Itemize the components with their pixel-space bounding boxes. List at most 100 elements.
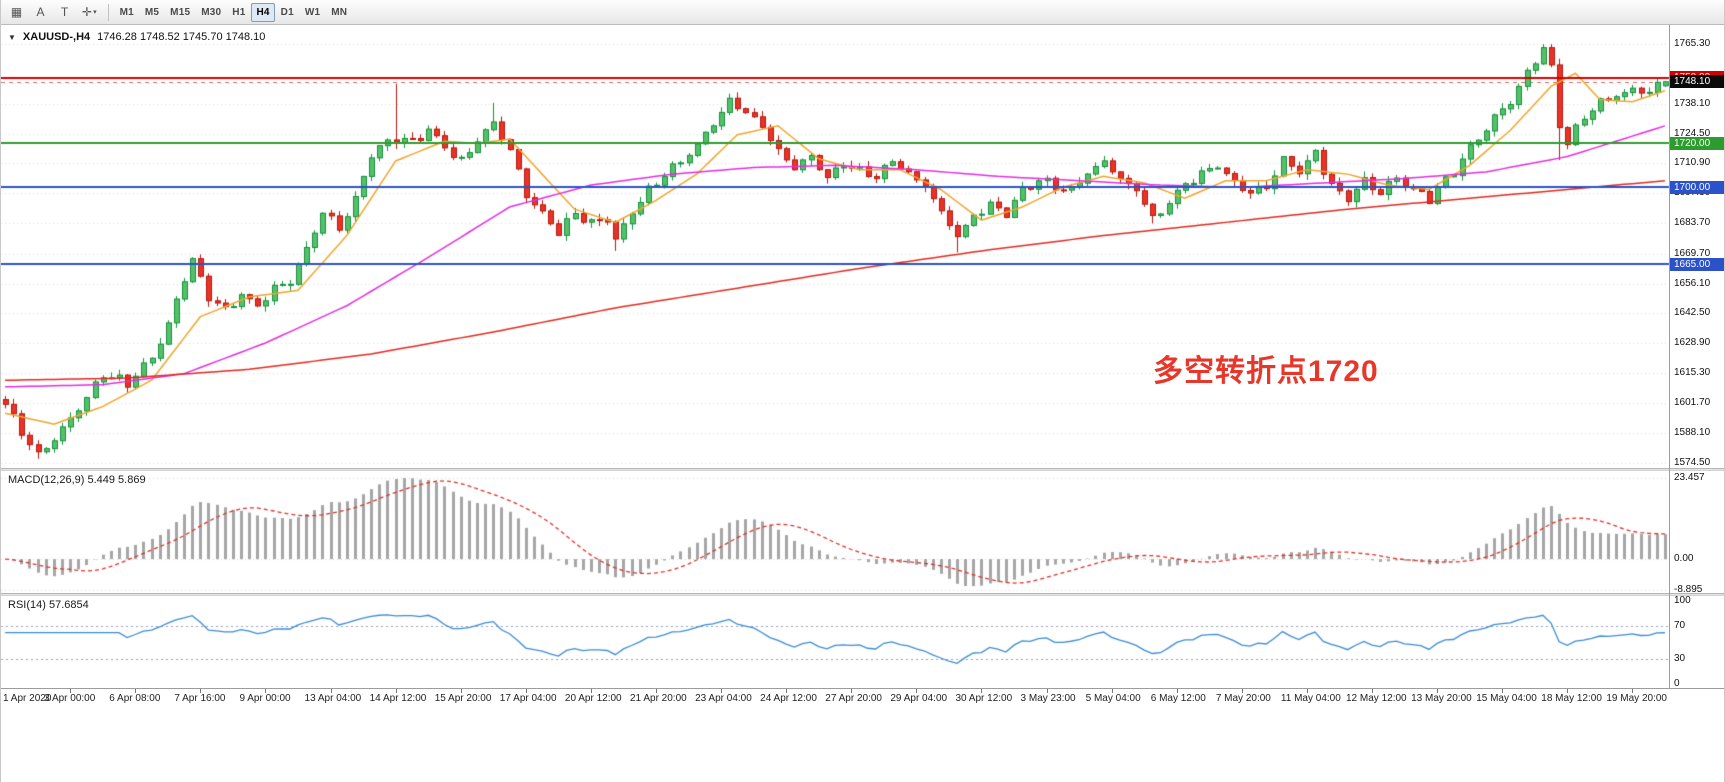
x-axis-label: 9 Apr 00:00 [239, 693, 291, 704]
x-axis-label: 15 May 04:00 [1476, 693, 1537, 704]
rsi-axis-label: 30 [1674, 653, 1686, 665]
x-axis-label: 18 May 12:00 [1541, 693, 1602, 704]
rsi-axis-label: 0 [1674, 678, 1680, 689]
x-axis-tick [591, 689, 592, 693]
x-axis-tick [135, 689, 136, 693]
x-axis-tick [200, 689, 201, 693]
current-price-tag: 1748.10 [1670, 75, 1724, 89]
x-axis-tick [786, 689, 787, 693]
x-axis-tick [1437, 689, 1438, 693]
macd-axis-label: 23.457 [1674, 472, 1705, 484]
x-axis-tick [916, 689, 917, 693]
timeframe-button-M15[interactable]: M15 [170, 6, 191, 18]
text-label-icon-button[interactable]: T [53, 3, 76, 22]
x-axis-label: 20 Apr 12:00 [564, 693, 622, 704]
x-axis-tick [70, 689, 71, 693]
panel-separator[interactable] [1, 593, 1724, 596]
x-axis-label: 3 May 23:00 [1020, 693, 1076, 704]
macd-axis-label: 0.00 [1674, 553, 1694, 565]
x-axis-tick [1372, 689, 1373, 693]
x-axis-label: 13 Apr 04:00 [304, 693, 362, 704]
x-axis-tick [1242, 689, 1243, 693]
price-axis-border [1669, 25, 1670, 688]
x-axis-label: 7 May 20:00 [1215, 693, 1271, 704]
price-axis-label: 1669.70 [1674, 247, 1711, 259]
x-axis-label: 6 Apr 08:00 [109, 693, 161, 704]
x-axis-label: 3 Apr 00:00 [44, 693, 96, 704]
toolbar-separator [107, 3, 109, 21]
chart-grid-icon-button[interactable]: ▦ [5, 3, 28, 22]
hline-price-tag: 1700.00 [1670, 180, 1724, 194]
symbol-timeframe-label: XAUUSD-,H4 [22, 31, 91, 43]
price-axis-label: 1656.10 [1674, 277, 1711, 289]
price-axis-label: 1601.70 [1674, 396, 1711, 408]
x-axis-label: 17 Apr 04:00 [499, 693, 557, 704]
price-axis-label: 1738.10 [1674, 97, 1711, 109]
toolbar-icon-group: ▦ A T ✛ ▾ [5, 3, 102, 22]
crosshair-icon-button[interactable]: ✛ ▾ [77, 3, 102, 22]
x-axis-label: 12 May 12:00 [1346, 693, 1407, 704]
timeframe-button-H1[interactable]: H1 [232, 6, 246, 18]
x-axis-tick [1112, 689, 1113, 693]
price-axis-label: 1710.90 [1674, 157, 1711, 169]
x-axis-label: 7 Apr 16:00 [174, 693, 226, 704]
price-axis-label: 1765.30 [1674, 38, 1711, 50]
x-axis-label: 24 Apr 12:00 [760, 693, 817, 704]
chart-title: ▼ XAUUSD-,H4 1746.28 1748.52 1745.70 174… [8, 31, 265, 43]
dropdown-arrow-icon: ▾ [93, 9, 97, 16]
x-axis-label: 6 May 12:00 [1150, 693, 1206, 704]
price-axis-label: 1574.50 [1674, 456, 1711, 468]
timeframe-button-H4[interactable]: H4 [251, 2, 275, 22]
rsi-axis-label: 100 [1674, 595, 1691, 606]
hline-price-tag: 1665.00 [1670, 257, 1724, 271]
x-axis-tick [396, 689, 397, 693]
x-axis-tick [1567, 689, 1568, 693]
x-axis-tick [851, 689, 852, 693]
x-axis-tick [526, 689, 527, 693]
macd-indicator-label: MACD(12,26,9) 5.449 5.869 [8, 474, 146, 486]
symbol-dropdown-icon[interactable]: ▼ [8, 33, 16, 42]
x-axis-tick [1177, 689, 1178, 693]
ohlc-values: 1746.28 1748.52 1745.70 1748.10 [97, 31, 266, 43]
annotate-a-icon-button[interactable]: A [29, 3, 52, 22]
x-axis-tick [721, 689, 722, 693]
timeframe-button-M30[interactable]: M30 [201, 6, 222, 18]
x-axis-label: 15 Apr 20:00 [434, 693, 492, 704]
toolbar: ▦ A T ✛ ▾ M1 M5 M15 M30 H1 H4 D1 W1 MN [1, 0, 1724, 25]
hline-price-tag: 1720.00 [1670, 136, 1724, 150]
price-axis-label: 1724.50 [1674, 127, 1711, 139]
crosshair-icon: ✛ [82, 5, 93, 19]
x-axis-label: 27 Apr 20:00 [825, 693, 882, 704]
x-axis-label: 19 May 20:00 [1606, 693, 1667, 704]
date-axis-border [1, 688, 1724, 689]
price-axis-label: 1628.90 [1674, 337, 1711, 349]
chart-grid-icon: ▦ [10, 5, 23, 19]
timeframe-button-D1[interactable]: D1 [280, 6, 294, 18]
price-axis-label: 1588.10 [1674, 426, 1711, 438]
timeframe-button-MN[interactable]: MN [331, 6, 348, 18]
x-axis-label: 11 May 04:00 [1280, 693, 1341, 704]
timeframe-button-M1[interactable]: M1 [119, 6, 134, 18]
x-axis-label: 30 Apr 12:00 [955, 693, 1013, 704]
x-axis-tick [1047, 689, 1048, 693]
x-axis-label: 1 Apr 2020 [3, 693, 52, 704]
x-axis-tick [1502, 689, 1503, 693]
timeframe-button-M5[interactable]: M5 [144, 6, 160, 18]
timeframe-toolbar: M1 M5 M15 M30 H1 H4 D1 W1 MN [115, 2, 353, 22]
x-axis-tick [981, 689, 982, 693]
x-axis-tick [331, 689, 332, 693]
x-axis-label: 23 Apr 04:00 [695, 693, 752, 704]
x-axis-tick [1632, 689, 1633, 693]
x-axis-label: 21 Apr 20:00 [629, 693, 687, 704]
text-label-icon: T [60, 5, 69, 19]
rsi-indicator-label: RSI(14) 57.6854 [8, 599, 89, 611]
x-axis-tick [656, 689, 657, 693]
timeframe-button-W1[interactable]: W1 [304, 6, 321, 18]
panel-separator[interactable] [1, 468, 1724, 471]
chart-annotation-text[interactable]: 多空转折点1720 [1153, 355, 1379, 388]
x-axis-label: 29 Apr 04:00 [890, 693, 948, 704]
macd-axis-label: -8.895 [1674, 583, 1703, 595]
x-axis-tick [461, 689, 462, 693]
